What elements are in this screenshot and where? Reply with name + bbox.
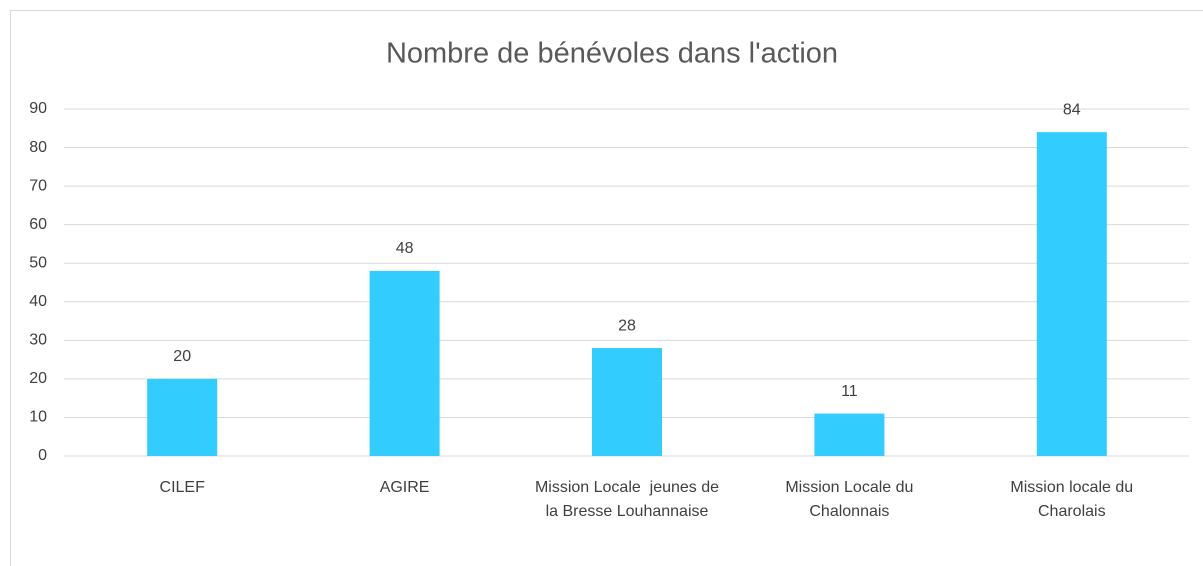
y-tick-label: 50 xyxy=(29,254,47,271)
y-tick-label: 30 xyxy=(29,332,47,349)
data-label: 28 xyxy=(618,317,636,334)
y-tick-label: 60 xyxy=(29,216,47,233)
chart-title: Nombre de bénévoles dans l'action xyxy=(386,38,838,70)
y-tick-label: 0 xyxy=(38,447,47,464)
data-label: 11 xyxy=(841,383,858,400)
y-tick-label: 20 xyxy=(29,370,47,387)
y-tick-label: 80 xyxy=(29,139,47,156)
y-tick-label: 90 xyxy=(29,100,47,117)
bar xyxy=(1036,132,1107,456)
bar xyxy=(147,378,218,456)
x-tick-label: Mission Locale du Chalonnais xyxy=(785,479,918,520)
x-tick-label: CILEF xyxy=(159,479,205,496)
chart-frame xyxy=(10,10,1203,566)
data-label: 48 xyxy=(396,240,414,257)
y-tick-label: 10 xyxy=(29,409,47,426)
x-tick-label: AGIRE xyxy=(379,479,430,496)
x-tick-label: Mission Locale jeunes de la Bresse Louha… xyxy=(534,479,724,520)
y-tick-label: 70 xyxy=(29,177,47,194)
data-label: 20 xyxy=(173,348,191,365)
y-tick-label: 40 xyxy=(29,293,47,310)
bar xyxy=(814,413,885,456)
x-tick-label: Mission locale du Charolais xyxy=(1010,479,1138,520)
bar xyxy=(592,348,662,456)
data-label: 84 xyxy=(1063,101,1081,118)
bar xyxy=(369,270,440,456)
